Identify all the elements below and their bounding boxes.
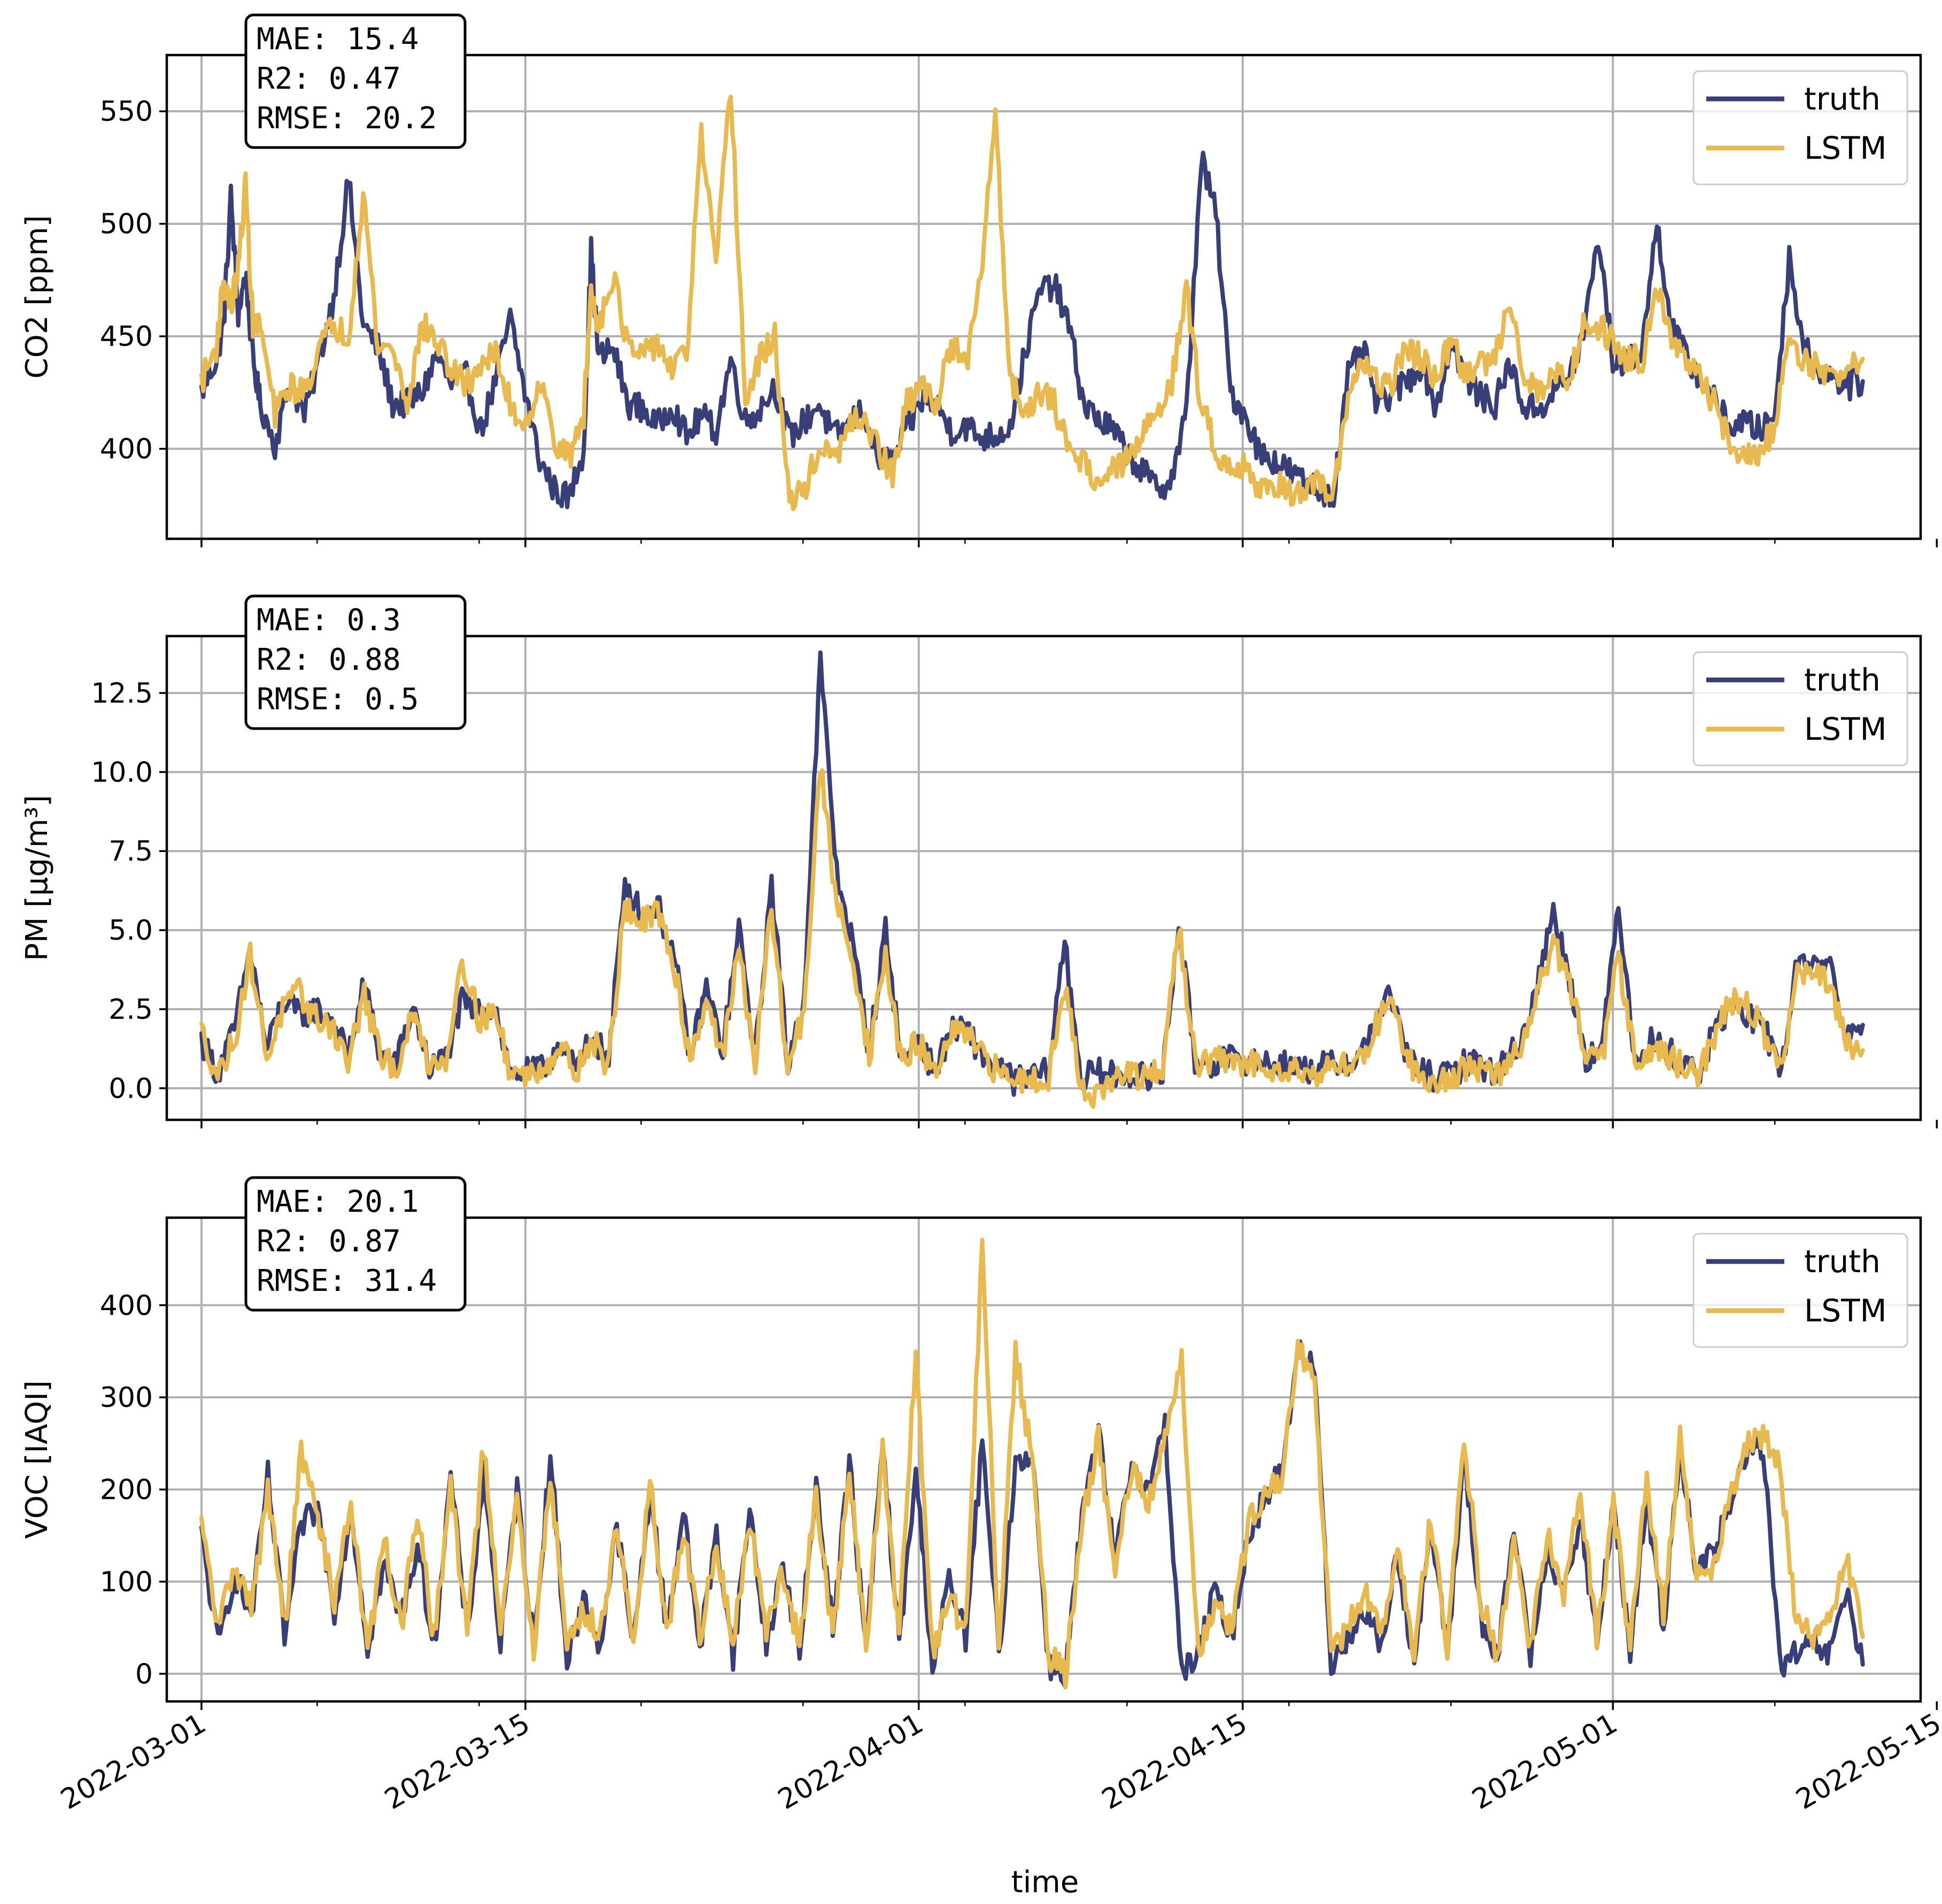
y-tick-label: 300 xyxy=(100,1382,153,1414)
y-tick-label: 12.5 xyxy=(91,677,153,709)
series-line-lstm-pm xyxy=(199,768,1865,1109)
series-group xyxy=(199,95,1865,512)
y-tick-label: 7.5 xyxy=(109,835,153,868)
legend-label-truth: truth xyxy=(1804,81,1881,117)
legend-label-lstm: LSTM xyxy=(1804,711,1887,747)
axes-frame xyxy=(165,1216,1922,1703)
stats-line: MAE: 20.1 xyxy=(257,1185,419,1219)
stats-line: RMSE: 20.2 xyxy=(257,101,437,136)
y-tick-label: 200 xyxy=(100,1474,153,1506)
y-tick-label: 0 xyxy=(135,1658,153,1690)
y-tick-label: 10.0 xyxy=(91,756,153,788)
stats-box xyxy=(244,594,467,730)
panel-pm: 0.0 2.5 5.0 7.5 10.0 12.5 PM [μg/m³] MAE: 0.3 R2… xyxy=(20,594,1938,1128)
stats-line: MAE: 0.3 xyxy=(257,603,401,638)
y-tick-label: 450 xyxy=(100,321,153,353)
x-axis-label: time xyxy=(1011,1865,1079,1900)
legend-label-lstm: LSTM xyxy=(1804,130,1887,166)
y-axis-label: CO2 [ppm] xyxy=(20,215,55,379)
y-axis-label: VOC [IAQI] xyxy=(20,1380,55,1538)
panels: 400 450 500 550 CO2 [ppm] MAE: 15.4 R2: 0.47 RM… xyxy=(20,13,1938,1710)
stats-line: R2: 0.47 xyxy=(257,61,401,96)
stats-line: R2: 0.88 xyxy=(257,643,401,677)
y-tick-label: 400 xyxy=(100,1290,153,1322)
stats-box xyxy=(244,1176,467,1312)
axes-frame xyxy=(165,53,1922,540)
stats-line: RMSE: 0.5 xyxy=(257,682,419,717)
y-axis-label: PM [μg/m³] xyxy=(20,795,55,961)
y-tick-label: 400 xyxy=(100,434,153,466)
y-tick-label: 550 xyxy=(100,96,153,128)
y-tick-label: 5.0 xyxy=(109,915,153,947)
stats-line: MAE: 15.4 xyxy=(257,22,419,57)
y-tick-label: 500 xyxy=(100,208,153,241)
series-group xyxy=(199,1237,1865,1690)
panel-co2: 400 450 500 550 CO2 [ppm] MAE: 15.4 R2: 0.47 RM… xyxy=(20,13,1938,547)
series-line-lstm-co2 xyxy=(199,95,1865,512)
axes-frame xyxy=(165,634,1922,1121)
y-tick-label: 100 xyxy=(100,1566,153,1598)
legend-label-truth: truth xyxy=(1804,662,1881,698)
stats-line: R2: 0.87 xyxy=(257,1224,401,1259)
legend-label-truth: truth xyxy=(1804,1243,1881,1280)
y-tick-label: 0.0 xyxy=(109,1073,153,1105)
y-tick-label: 2.5 xyxy=(109,994,153,1026)
stats-line: RMSE: 31.4 xyxy=(257,1264,437,1298)
legend-label-lstm: LSTM xyxy=(1804,1292,1887,1329)
series-line-lstm-voc xyxy=(199,1237,1865,1690)
panel-voc: 0 100 200 300 400 VOC [IAQI] MAE: 20.1 R2: 0.87… xyxy=(20,1176,1938,1710)
stats-box xyxy=(244,13,467,149)
series-group xyxy=(199,650,1865,1109)
